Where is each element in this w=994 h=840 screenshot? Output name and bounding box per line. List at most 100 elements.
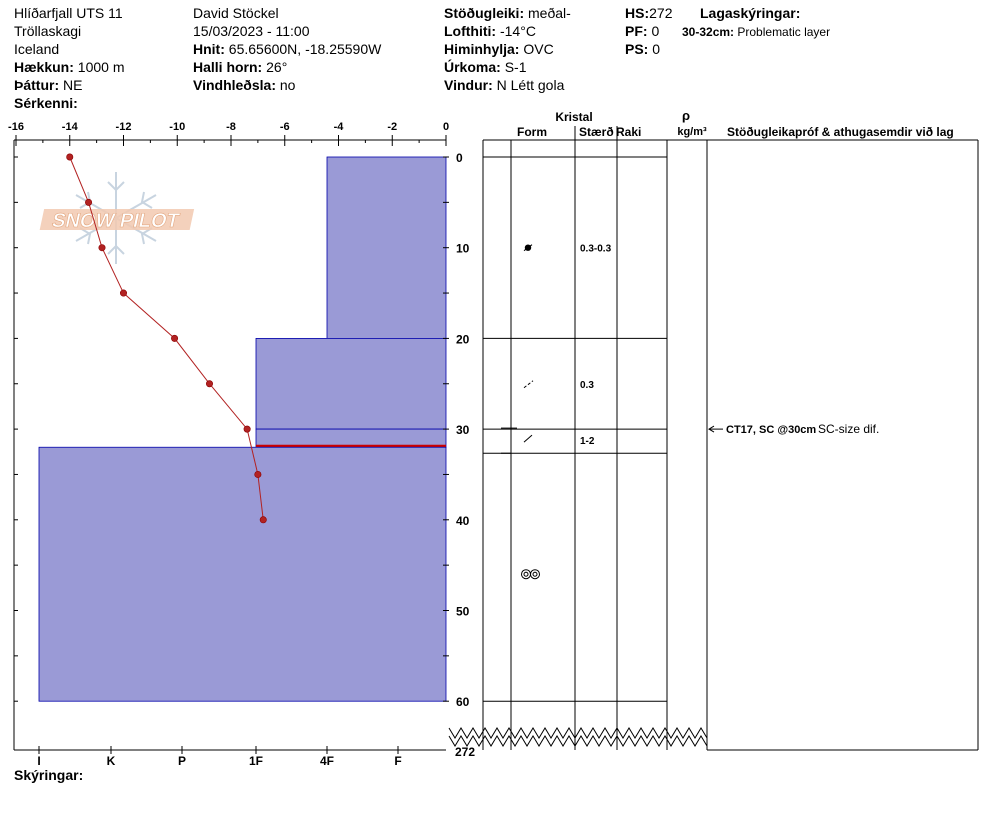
form-header: Form <box>517 125 547 139</box>
depth-tick-label: 30 <box>456 423 470 437</box>
snowpilot-watermark: SNOW PILOT <box>39 172 195 264</box>
moisture-header: Raki <box>616 125 641 139</box>
size-header: Stærð <box>579 125 614 139</box>
profile-axes: -16 -14 -12 -10 -8 -6 -4 -2 0 0 10 20 30 40 50 60 272 I K P… <box>8 121 475 768</box>
temp-point <box>98 244 106 252</box>
depth-break-zigzag-top <box>448 727 708 739</box>
faceted-grain-icon <box>523 434 533 443</box>
melt-freeze-icon-inner-right <box>532 571 538 577</box>
temp-tick-label: -16 <box>8 121 24 133</box>
hardness-layer-3 <box>38 446 447 702</box>
coords-label: Hnit: <box>193 41 225 57</box>
ps-value: 0 <box>652 41 661 57</box>
hardness-layer-2 <box>255 428 447 448</box>
watermark-text: SNOW PILOT <box>50 210 182 232</box>
depth-tick-label: 10 <box>456 242 470 256</box>
aspect-value: NE <box>63 77 83 93</box>
hs-row: HS:272 <box>625 4 672 22</box>
pf-label: PF: <box>625 23 648 39</box>
coords-row: Hnit: 65.65600N, -18.25590W <box>193 40 381 58</box>
temp-tick-label: -8 <box>226 121 236 133</box>
density-unit: kg/m³ <box>677 126 707 138</box>
ps-label: PS: <box>625 41 649 57</box>
depth-tick-label: 0 <box>456 151 463 165</box>
temp-point <box>254 470 262 478</box>
melt-freeze-icon-inner-left <box>523 571 529 577</box>
slope-value: 26° <box>266 59 288 75</box>
hs-label: HS: <box>625 5 650 21</box>
crystal-title: Kristal <box>555 110 592 124</box>
depth-bottom-label: 272 <box>455 745 475 759</box>
airtemp-label: Lofthiti: <box>444 23 497 39</box>
slope-row: Halli horn: 26° <box>193 58 381 76</box>
ps-row: PS: 0 <box>625 40 672 58</box>
location-name: Hlíðarfjall UTS 11 <box>14 5 123 21</box>
observer-name: David Stöckel <box>193 5 279 21</box>
depth-tick-label: 40 <box>456 514 470 528</box>
hardness-tick-label: K <box>107 754 116 768</box>
depth-tick-label: 20 <box>456 332 470 346</box>
aspect-row: Þáttur: NE <box>14 76 125 94</box>
elevation-label: Hækkun: <box>14 59 74 75</box>
pf-row: PF: 0 <box>625 22 672 40</box>
sky-value: OVC <box>523 41 554 57</box>
hardness-tick-label: F <box>394 754 401 768</box>
slope-label: Halli horn: <box>193 59 263 75</box>
temp-point <box>243 425 251 433</box>
decomposing-grain-icon <box>523 380 534 389</box>
temp-tick-label: -10 <box>169 121 185 133</box>
stability-test-result: CT17, SC @30cm <box>726 424 816 436</box>
temp-point <box>85 198 93 206</box>
layer-notes-title: Lagaskýringar: <box>700 4 800 22</box>
legend-label: Skýringar: <box>14 767 84 783</box>
wind-row: Vindur: N Létt gola <box>444 76 571 94</box>
hardness-tick-label: 1F <box>249 754 263 768</box>
stability-test-arrowhead <box>708 425 715 433</box>
temp-tick-label: 0 <box>443 121 449 133</box>
density-symbol: ρ <box>682 108 690 123</box>
wind-loading-label: Vindhleðsla: <box>193 77 276 93</box>
hardness-tick-label: 4F <box>320 754 334 768</box>
temperature-profile <box>66 153 267 524</box>
melt-freeze-icon-left <box>521 569 531 580</box>
depth-tick-label: 50 <box>456 605 470 619</box>
crystal-size-label: 1-2 <box>580 436 595 447</box>
stability-test-comment: SC-size dif. <box>818 422 879 436</box>
layer-table: Kristal Form Stærð Raki ρ kg/m³ Stöðugleikapró… <box>448 108 979 751</box>
remarks-header: Stöðugleikapróf & athugasemdir við lag <box>727 125 954 139</box>
crystal-size-label: 0.3-0.3 <box>580 244 612 255</box>
temp-point <box>206 380 214 388</box>
temp-point <box>171 334 179 342</box>
temp-point <box>120 289 128 297</box>
wind-loading-row: Vindhleðsla: no <box>193 76 381 94</box>
temp-tick-label: -2 <box>387 121 397 133</box>
hardness-layer-1 <box>255 337 447 430</box>
melt-freeze-icon-right <box>530 569 540 580</box>
problematic-layer-marker <box>256 444 446 448</box>
temp-point <box>66 153 74 161</box>
country-name: Iceland <box>14 41 60 57</box>
layer-note-text: Problematic layer <box>737 25 831 39</box>
hardness-layer-0 <box>326 156 447 339</box>
temp-tick-label: -6 <box>280 121 290 133</box>
stability-value: meðal- <box>528 5 571 21</box>
temp-point <box>259 516 267 524</box>
hardness-layers <box>38 156 447 702</box>
features-row: Sérkenni: <box>14 94 125 112</box>
precip-label: Úrkoma: <box>444 59 501 75</box>
region-name: Tröllaskagi <box>14 23 82 39</box>
elevation-value: 1000 m <box>77 59 125 75</box>
rounded-grain-stroke <box>523 244 533 252</box>
temp-tick-label: -12 <box>116 121 132 133</box>
wind-value: N Létt gola <box>496 77 565 93</box>
temp-tick-label: -4 <box>334 121 345 133</box>
observation-datetime: 15/03/2023 - 11:00 <box>193 23 310 39</box>
hardness-tick-label: P <box>178 754 186 768</box>
airtemp-value: -14°C <box>499 23 536 39</box>
sky-row: Himinhylja: OVC <box>444 40 571 58</box>
features-label: Sérkenni: <box>14 95 78 111</box>
hs-value: 272 <box>649 5 673 21</box>
wind-label: Vindur: <box>444 77 493 93</box>
wind-loading-value: no <box>279 77 296 93</box>
